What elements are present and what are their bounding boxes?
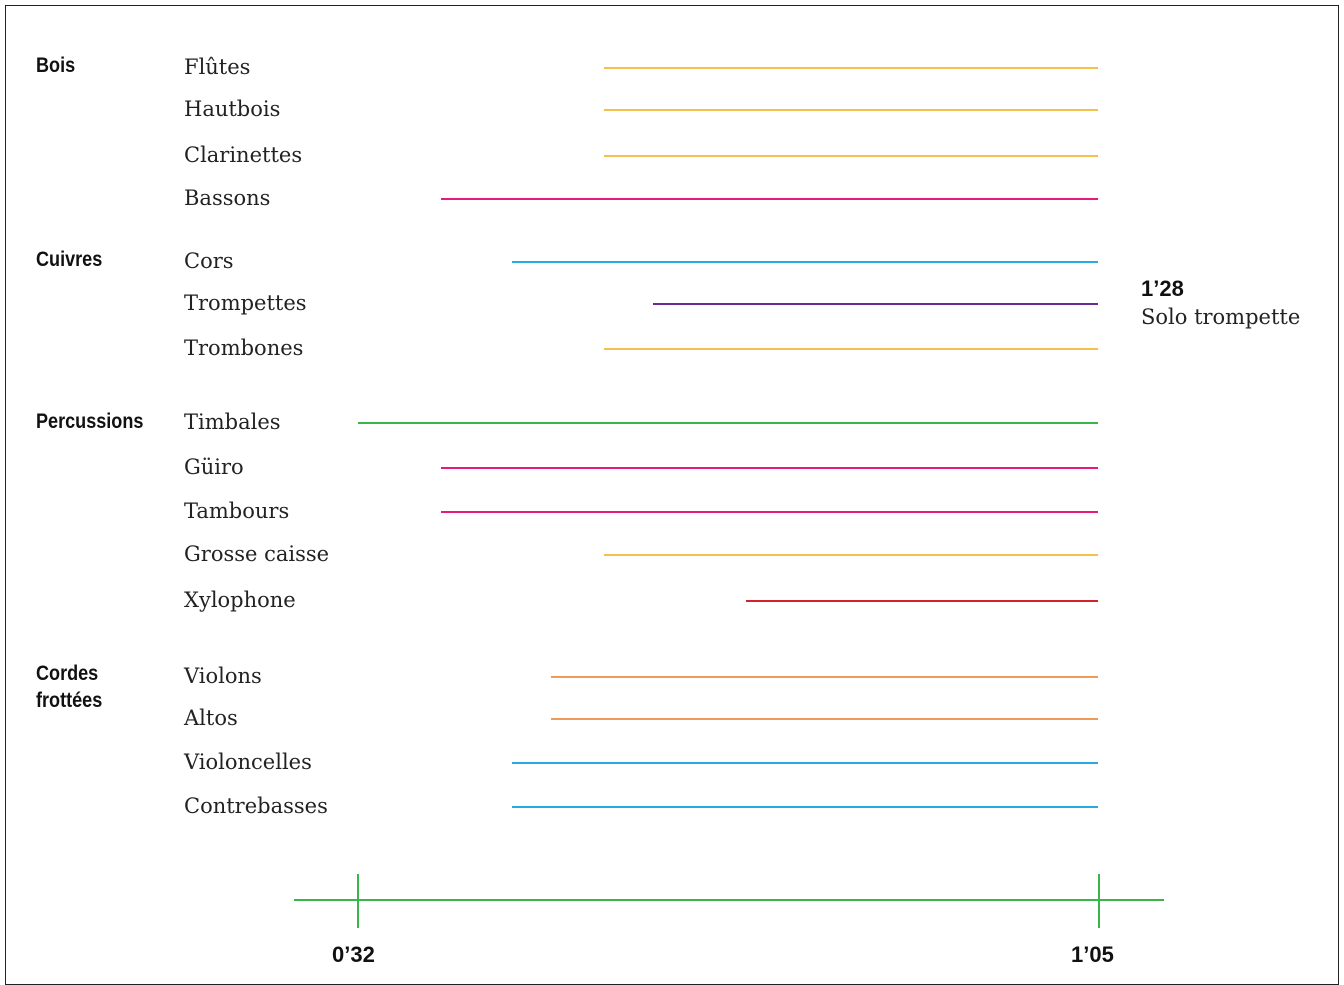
- instrument-label: Contrebasses: [184, 794, 328, 818]
- instrument-bar: [604, 109, 1098, 111]
- family-label-bois: Bois: [36, 54, 76, 77]
- instrument-label: Altos: [184, 706, 238, 730]
- instrument-label: Cors: [184, 249, 234, 273]
- instrument-label: Violons: [184, 664, 262, 688]
- instrument-bar: [653, 303, 1098, 305]
- family-label-cordes: Cordes frottées: [36, 662, 103, 712]
- note-time: 1’28: [1141, 276, 1184, 301]
- instrument-label: Hautbois: [184, 97, 281, 121]
- instrument-bar: [604, 348, 1098, 350]
- instrument-label: Violoncelles: [184, 750, 312, 774]
- tick-label-end: 1’05: [1071, 942, 1114, 967]
- instrument-label: Timbales: [184, 410, 281, 434]
- instrument-label: Tambours: [184, 499, 290, 523]
- instrument-bar: [604, 554, 1098, 556]
- instrument-label: Flûtes: [184, 55, 251, 79]
- instrument-bar: [441, 511, 1098, 513]
- instrument-label: Güiro: [184, 455, 244, 479]
- instrument-bar: [746, 600, 1098, 602]
- instrument-label: Grosse caisse: [184, 542, 330, 566]
- instrument-bar: [604, 67, 1098, 69]
- instrument-label: Trompettes: [184, 291, 307, 315]
- family-label-cuivres: Cuivres: [36, 248, 103, 271]
- instrument-bar: [512, 806, 1098, 808]
- instrument-label: Clarinettes: [184, 143, 303, 167]
- instrument-label: Xylophone: [184, 588, 296, 612]
- instrument-bar: [441, 198, 1098, 200]
- instrument-bar: [358, 422, 1098, 424]
- instrument-bar: [551, 718, 1098, 720]
- tick-label-start: 0’32: [332, 942, 375, 967]
- family-label-percussions: Percussions: [36, 410, 144, 433]
- instrument-bar: [512, 762, 1098, 764]
- instrument-bar: [604, 155, 1098, 157]
- instrument-bar: [512, 261, 1098, 263]
- instrument-label: Trombones: [184, 336, 304, 360]
- instrument-bar: [441, 467, 1098, 469]
- instrument-label: Bassons: [184, 186, 271, 210]
- instrument-bar: [551, 676, 1098, 678]
- note-text: Solo trompette: [1141, 305, 1301, 329]
